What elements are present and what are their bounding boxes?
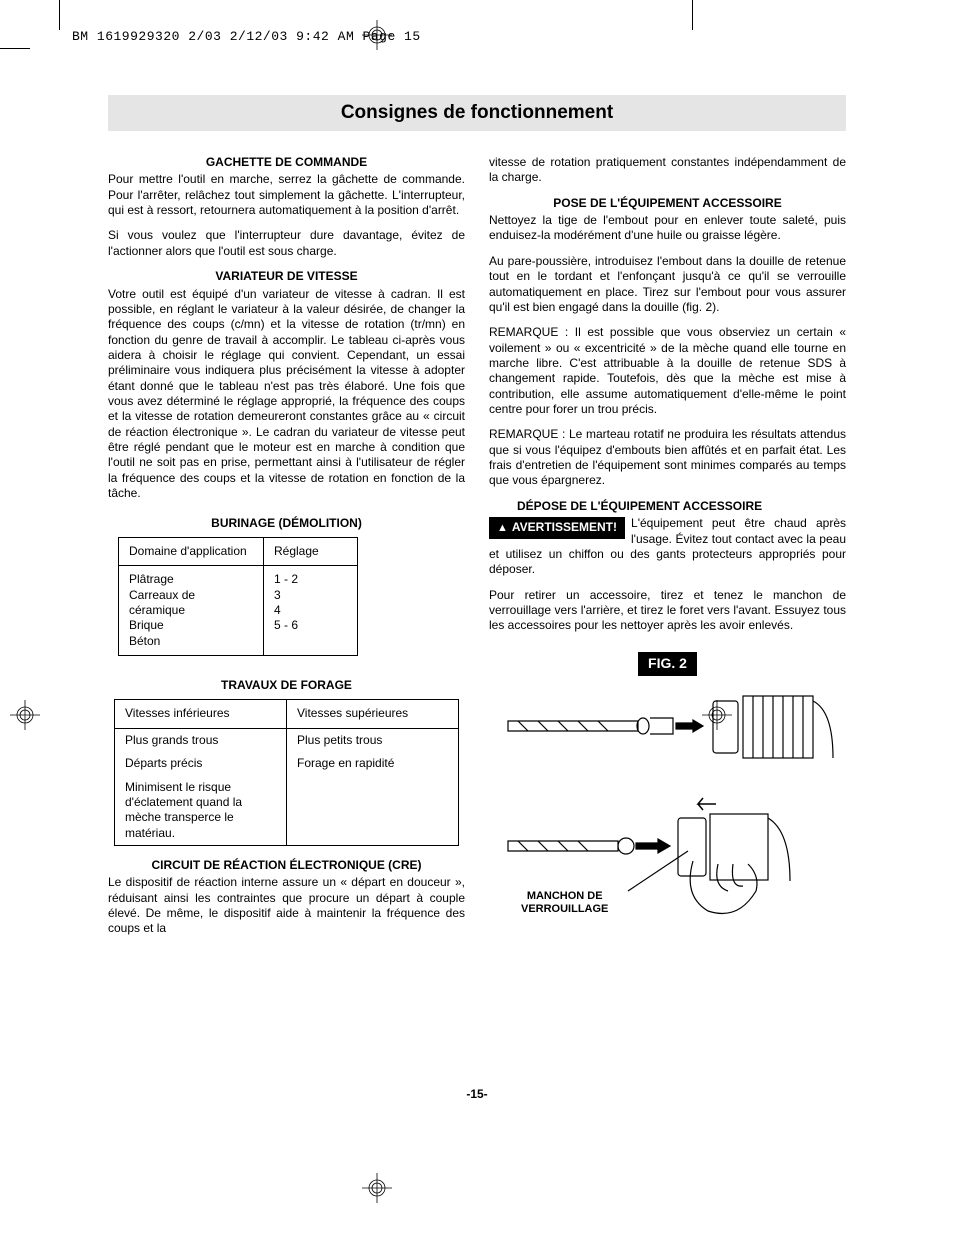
table-header: Vitesses supérieures <box>287 700 459 728</box>
caption-line: MANCHON DE <box>521 890 608 903</box>
body-text: Nettoyez la tige de l'embout pour en enl… <box>489 213 846 244</box>
table-cell: Carreaux de céramique <box>129 588 253 619</box>
body-text: Votre outil est équipé d'un variateur de… <box>108 287 465 502</box>
right-column: vitesse de rotation pratiquement constan… <box>489 145 846 937</box>
title-band: Consignes de fonctionnement <box>108 95 846 131</box>
figure-label: FIG. 2 <box>638 652 697 676</box>
heading-remove: DÉPOSE DE L'ÉQUIPEMENT ACCESSOIRE <box>489 499 846 514</box>
table-cell: Forage en rapidité <box>287 752 459 775</box>
table-cell: 3 <box>274 588 347 603</box>
crop-mark <box>0 48 30 49</box>
table-cell: Béton <box>129 634 253 649</box>
print-slug: BM 1619929320 2/03 2/12/03 9:42 AM Page … <box>72 29 421 44</box>
crop-mark <box>692 0 693 30</box>
registration-mark <box>10 700 40 730</box>
body-text: vitesse de rotation pratiquement constan… <box>489 155 846 186</box>
table-header: Réglage <box>264 537 358 565</box>
demolition-table: Domaine d'application Réglage Plâtrage C… <box>118 537 358 656</box>
table-cell: Brique <box>129 618 253 633</box>
body-text: REMARQUE : Il est possible que vous obse… <box>489 325 846 417</box>
heading-cre: CIRCUIT DE RÉACTION ÉLECTRONIQUE (CRE) <box>108 858 465 873</box>
figure-2: FIG. 2 <box>489 652 846 925</box>
heading-install: POSE DE L'ÉQUIPEMENT ACCESSOIRE <box>489 196 846 211</box>
body-text: Pour mettre l'outil en marche, serrez la… <box>108 172 465 218</box>
figure-caption: MANCHON DE VERROUILLAGE <box>521 890 608 916</box>
page-title: Consignes de fonctionnement <box>341 102 613 124</box>
heading-trigger: GACHETTE DE COMMANDE <box>108 155 465 170</box>
table-header: Vitesses inférieures <box>115 700 287 728</box>
table-header: Domaine d'application <box>119 537 264 565</box>
body-text: Pour retirer un accessoire, tirez et ten… <box>489 588 846 634</box>
drilling-table: Vitesses inférieures Vitesses supérieure… <box>114 699 459 846</box>
warning-icon: ▲ <box>497 522 508 534</box>
body-text: Si vous voulez que l'interrupteur dure d… <box>108 228 465 259</box>
crop-mark <box>59 0 60 30</box>
warning-label: ▲AVERTISSEMENT! <box>489 517 625 538</box>
table-cell: Plâtrage <box>129 572 253 587</box>
table-cell: Départs précis <box>115 752 287 775</box>
table-cell: Plus petits trous <box>287 728 459 752</box>
registration-mark <box>362 1173 392 1203</box>
body-text: Le dispositif de réaction interne assure… <box>108 875 465 936</box>
table-title-drilling: TRAVAUX DE FORAGE <box>108 678 465 693</box>
warning-text: AVERTISSEMENT <box>512 520 613 534</box>
caption-line: VERROUILLAGE <box>521 903 608 916</box>
table-cell <box>287 776 459 846</box>
body-text: Au pare-poussière, introduisez l'embout … <box>489 254 846 315</box>
table-cell: 1 - 2 <box>274 572 347 587</box>
table-title-demolition: BURINAGE (DÉMOLITION) <box>108 516 465 531</box>
page-content: Consignes de fonctionnement GACHETTE DE … <box>108 95 846 937</box>
table-cell: 4 <box>274 603 347 618</box>
left-column: GACHETTE DE COMMANDE Pour mettre l'outil… <box>108 145 465 937</box>
warning-paragraph: ▲AVERTISSEMENT! L'équipement peut être c… <box>489 516 846 577</box>
body-text: REMARQUE : Le marteau rotatif ne produir… <box>489 427 846 488</box>
heading-speed: VARIATEUR DE VITESSE <box>108 269 465 284</box>
table-cell: 5 - 6 <box>274 618 347 633</box>
page-number: -15- <box>0 1087 954 1101</box>
table-cell: Plus grands trous <box>115 728 287 752</box>
table-cell: Minimisent le risque d'éclatement quand … <box>115 776 287 846</box>
